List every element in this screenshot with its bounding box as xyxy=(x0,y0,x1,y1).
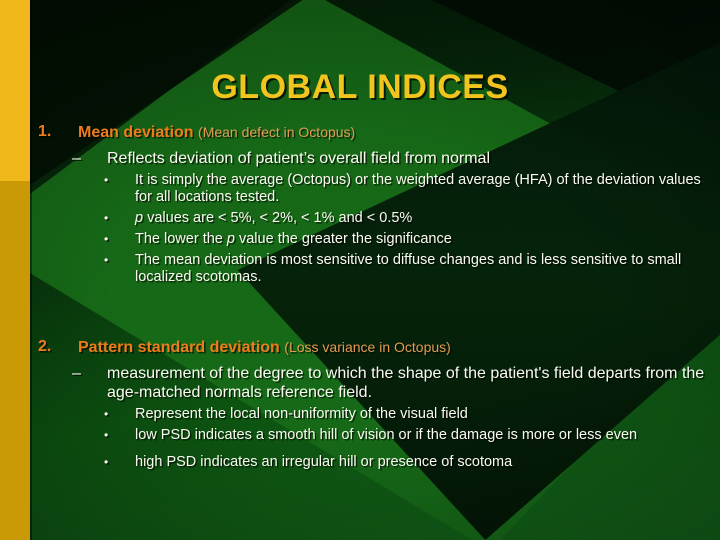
section-1-number: 1. xyxy=(38,123,52,140)
bullet-prefix: The lower the xyxy=(135,231,227,247)
bullet-text: It is simply the average (Octopus) or th… xyxy=(135,172,701,205)
section-1-bullet-list: • It is simply the average (Octopus) or … xyxy=(34,172,720,286)
bullet-text: values are < 5%, < 2%, < 1% and < 0.5% xyxy=(143,210,413,226)
section-2-bullet-list: • Represent the local non-uniformity of … xyxy=(34,406,720,471)
list-item: • p values are < 5%, < 2%, < 1% and < 0.… xyxy=(34,210,720,227)
dot-marker: • xyxy=(104,173,109,187)
section-1-subtitle: (Mean defect in Octopus) xyxy=(198,124,356,140)
section-mean-deviation: 1. Mean deviation (Mean defect in Octopu… xyxy=(34,122,720,286)
bullet-italic-token: p xyxy=(226,231,235,247)
list-item: • Represent the local non-uniformity of … xyxy=(34,406,720,423)
bullet-text: Represent the local non-uniformity of th… xyxy=(135,406,468,422)
list-item: • The lower the p value the greater the … xyxy=(34,231,720,248)
dash-marker: – xyxy=(72,150,81,167)
section-2-subtitle: (Loss variance in Octopus) xyxy=(284,339,451,355)
dot-marker: • xyxy=(104,211,109,225)
dot-marker: • xyxy=(104,455,109,469)
section-1-subpoint-text: Reflects deviation of patient’s overall … xyxy=(107,150,490,167)
dot-marker: • xyxy=(104,428,109,442)
section-1-heading: 1. Mean deviation (Mean defect in Octopu… xyxy=(34,122,720,143)
bullet-text: The mean deviation is most sensitive to … xyxy=(135,252,682,285)
bullet-text: high PSD indicates an irregular hill or … xyxy=(135,454,513,470)
section-2-title: Pattern standard deviation xyxy=(78,339,280,356)
dot-marker: • xyxy=(104,253,109,267)
list-item: • It is simply the average (Octopus) or … xyxy=(34,172,720,206)
section-1-subpoint: – Reflects deviation of patient’s overal… xyxy=(34,149,720,168)
section-2-subpoint-text: measurement of the degree to which the s… xyxy=(107,365,705,401)
section-2-subpoint: – measurement of the degree to which the… xyxy=(34,364,720,402)
bullet-text: value the greater the significance xyxy=(234,231,452,247)
list-item: • The mean deviation is most sensitive t… xyxy=(34,252,720,286)
section-2-number: 2. xyxy=(38,338,52,355)
section-2-heading: 2. Pattern standard deviation (Loss vari… xyxy=(34,337,720,358)
dash-marker: – xyxy=(72,365,81,382)
dot-marker: • xyxy=(104,407,109,421)
list-item: • low PSD indicates a smooth hill of vis… xyxy=(34,427,720,444)
section-pattern-standard-deviation: 2. Pattern standard deviation (Loss vari… xyxy=(34,337,720,471)
bullet-italic-token: p xyxy=(135,210,144,226)
bullet-text: low PSD indicates a smooth hill of visio… xyxy=(135,427,638,443)
dot-marker: • xyxy=(104,232,109,246)
section-1-title: Mean deviation xyxy=(78,124,194,141)
list-item: • high PSD indicates an irregular hill o… xyxy=(34,454,720,471)
slide-title: GLOBAL INDICES xyxy=(211,68,509,106)
